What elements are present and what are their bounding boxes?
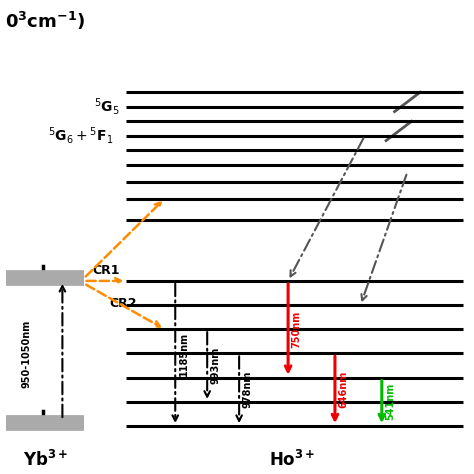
Text: $\mathbf{Yb^{3+}}$: $\mathbf{Yb^{3+}}$	[23, 450, 68, 470]
Text: 978nm: 978nm	[243, 371, 253, 409]
Text: $\mathbf{0^3cm^{-1}}$): $\mathbf{0^3cm^{-1}}$)	[5, 10, 85, 32]
Text: $^5$G$_5$: $^5$G$_5$	[94, 96, 120, 117]
Text: 750nm: 750nm	[292, 310, 301, 348]
Text: 646nm: 646nm	[338, 371, 348, 409]
Text: $\mathbf{Ho^{3+}}$: $\mathbf{Ho^{3+}}$	[269, 450, 316, 470]
Text: 993nm: 993nm	[210, 347, 220, 384]
Text: 541nm: 541nm	[385, 383, 395, 420]
Text: 950-1050nm: 950-1050nm	[21, 319, 31, 388]
Text: CR1: CR1	[92, 264, 120, 277]
Text: CR2: CR2	[109, 297, 137, 310]
Text: $^5$G$_6+^5$F$_1$: $^5$G$_6+^5$F$_1$	[48, 125, 113, 146]
Text: 1185nm: 1185nm	[179, 331, 189, 375]
